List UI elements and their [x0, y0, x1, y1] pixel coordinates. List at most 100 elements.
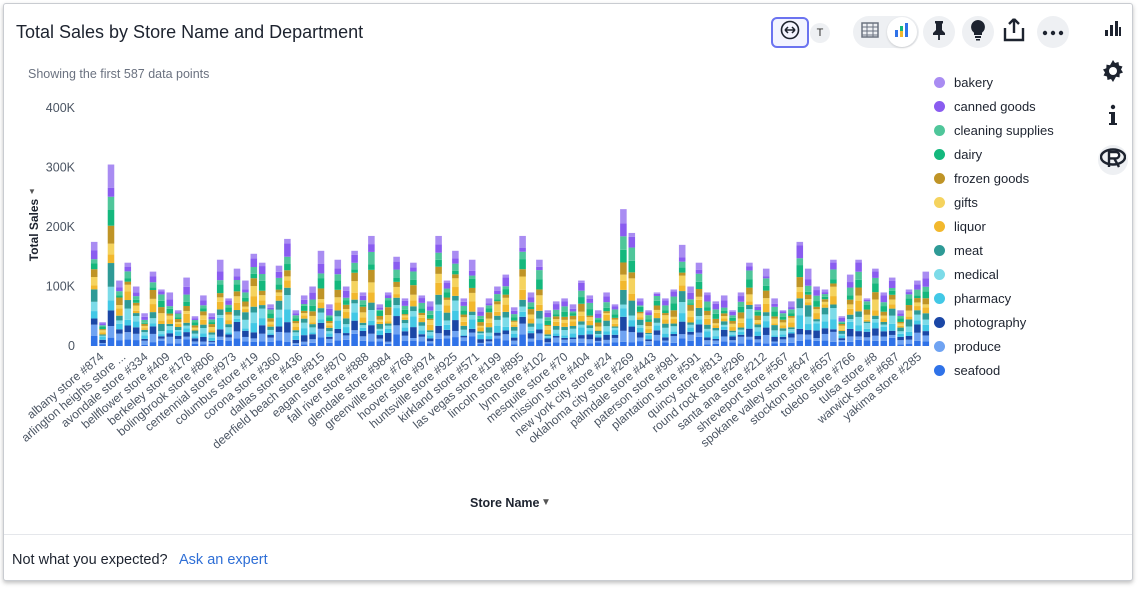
bar-segment[interactable] — [678, 272, 686, 276]
bar-segment[interactable] — [578, 297, 585, 304]
bar-segment[interactable] — [544, 329, 552, 335]
bar-segment[interactable] — [804, 305, 812, 317]
bar-segment[interactable] — [485, 336, 493, 340]
bar-segment[interactable] — [284, 238, 291, 244]
bar-segment[interactable] — [561, 339, 568, 343]
bar-segment[interactable] — [527, 302, 535, 308]
bar-segment[interactable] — [351, 320, 358, 331]
bar-segment[interactable] — [502, 340, 510, 347]
bar-segment[interactable] — [846, 321, 854, 329]
bar-segment[interactable] — [334, 320, 342, 329]
bar-segment[interactable] — [746, 270, 753, 280]
bar-segment[interactable] — [519, 269, 526, 277]
bar-segment[interactable] — [494, 301, 501, 305]
bar-segment[interactable] — [586, 343, 594, 346]
bar-segment[interactable] — [107, 164, 115, 188]
bar-segment[interactable] — [141, 338, 148, 341]
bar-segment[interactable] — [796, 241, 804, 246]
bar-segment[interactable] — [863, 340, 871, 346]
bar-segment[interactable] — [342, 339, 350, 346]
bar-segment[interactable] — [174, 313, 182, 318]
bar-segment[interactable] — [460, 301, 468, 306]
bar-segment[interactable] — [880, 292, 888, 296]
bar-segment[interactable] — [687, 292, 694, 300]
bar-segment[interactable] — [90, 285, 98, 290]
bar-segment[interactable] — [855, 262, 862, 272]
bar-segment[interactable] — [762, 278, 770, 286]
bar-segment[interactable] — [317, 278, 325, 289]
bar-segment[interactable] — [628, 260, 636, 273]
bar-segment[interactable] — [720, 336, 728, 342]
bar-segment[interactable] — [435, 266, 442, 274]
bar-segment[interactable] — [704, 301, 711, 308]
bar-segment[interactable] — [779, 310, 787, 312]
bar-segment[interactable] — [166, 292, 174, 300]
bar-segment[interactable] — [477, 327, 484, 332]
bar-segment[interactable] — [435, 325, 442, 334]
bar-segment[interactable] — [855, 339, 862, 346]
bar-segment[interactable] — [90, 335, 98, 346]
bar-segment[interactable] — [477, 334, 484, 340]
bar-segment[interactable] — [284, 264, 291, 271]
bar-segment[interactable] — [628, 272, 636, 279]
bar-segment[interactable] — [384, 315, 392, 322]
bar-segment[interactable] — [435, 338, 442, 346]
bar-segment[interactable] — [821, 333, 829, 341]
bar-segment[interactable] — [107, 286, 115, 301]
bar-segment[interactable] — [737, 292, 745, 297]
bar-segment[interactable] — [796, 245, 804, 259]
bar-segment[interactable] — [485, 305, 493, 309]
bar-segment[interactable] — [821, 301, 829, 305]
bar-stack[interactable] — [687, 286, 694, 347]
bar-segment[interactable] — [821, 307, 829, 315]
legend-item[interactable]: gifts — [934, 190, 1054, 214]
bar-segment[interactable] — [309, 339, 316, 343]
bar-segment[interactable] — [897, 318, 904, 322]
bar-segment[interactable] — [267, 304, 274, 308]
bar-segment[interactable] — [90, 318, 98, 325]
bar-stack[interactable] — [393, 256, 400, 346]
bar-segment[interactable] — [317, 312, 325, 320]
bar-stack[interactable] — [384, 292, 392, 346]
bar-segment[interactable] — [586, 325, 594, 329]
bar-stack[interactable] — [401, 298, 409, 346]
bar-segment[interactable] — [796, 308, 804, 316]
bar-segment[interactable] — [309, 332, 316, 335]
bar-stack[interactable] — [334, 259, 342, 346]
bar-segment[interactable] — [712, 340, 720, 344]
bar-stack[interactable] — [376, 304, 384, 346]
bar-segment[interactable] — [636, 311, 644, 314]
bar-segment[interactable] — [729, 311, 736, 316]
bar-segment[interactable] — [300, 341, 308, 345]
bar-segment[interactable] — [821, 328, 829, 334]
bar-segment[interactable] — [536, 323, 543, 330]
bar-segment[interactable] — [645, 319, 652, 322]
bar-segment[interactable] — [905, 319, 913, 327]
bar-segment[interactable] — [552, 337, 560, 343]
bar-segment[interactable] — [779, 330, 787, 335]
bar-segment[interactable] — [536, 318, 543, 324]
bar-segment[interactable] — [510, 321, 518, 326]
bar-segment[interactable] — [662, 342, 669, 346]
bar-segment[interactable] — [191, 338, 199, 342]
bar-segment[interactable] — [527, 326, 535, 331]
bar-stack[interactable] — [578, 280, 585, 346]
bar-segment[interactable] — [788, 301, 795, 308]
bar-segment[interactable] — [376, 341, 384, 346]
bar-segment[interactable] — [242, 328, 249, 331]
bar-segment[interactable] — [141, 319, 148, 323]
bar-segment[interactable] — [846, 336, 854, 342]
bar-segment[interactable] — [309, 286, 316, 293]
bar-segment[interactable] — [158, 334, 165, 337]
pin-button[interactable] — [923, 16, 955, 48]
settings-button[interactable] — [1098, 58, 1128, 88]
bar-segment[interactable] — [712, 318, 720, 324]
bar-segment[interactable] — [536, 289, 543, 296]
bar-segment[interactable] — [426, 338, 434, 342]
bar-segment[interactable] — [477, 322, 484, 326]
bar-segment[interactable] — [536, 333, 543, 341]
bar-segment[interactable] — [174, 317, 182, 320]
bar-segment[interactable] — [754, 320, 762, 324]
bar-segment[interactable] — [788, 317, 795, 323]
bar-stack[interactable] — [544, 310, 552, 346]
